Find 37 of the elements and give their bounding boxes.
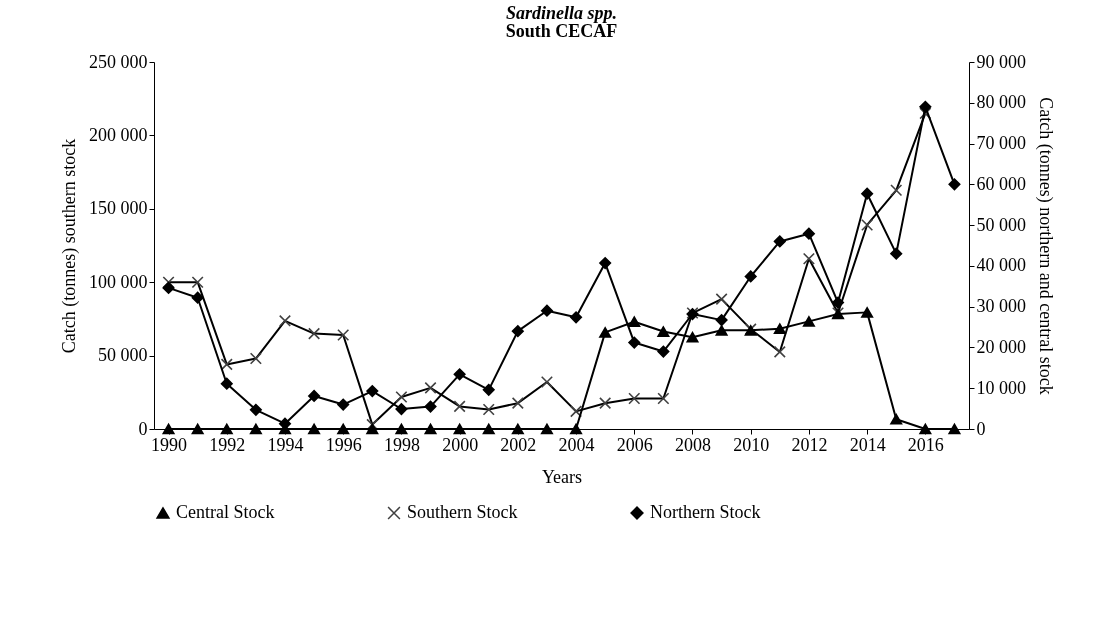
y2-tick-label: 10 000 [976, 377, 1026, 398]
y2-axis-title: Catch (tonnes) northern and central stock [1035, 97, 1056, 395]
chart-title: Sardinella spp. [505, 3, 618, 23]
x-tick-label: 2006 [616, 434, 653, 455]
legend-label: Northern Stock [650, 502, 761, 522]
x-tick-label: 1994 [267, 434, 304, 455]
y2-tick-label: 30 000 [976, 296, 1026, 317]
y2-tick-label: 0 [976, 418, 986, 439]
y-tick-label: 100 000 [89, 271, 148, 292]
x-tick-label: 1998 [383, 434, 420, 455]
x-tick-label: 2014 [849, 434, 886, 455]
y2-tick-label: 40 000 [976, 255, 1026, 276]
y2-tick-label: 50 000 [976, 214, 1026, 235]
y-tick-label: 150 000 [89, 198, 148, 219]
x-axis-title: Years [541, 466, 583, 487]
x-tick-label: 2000 [442, 434, 479, 455]
legend-label: Southern Stock [407, 502, 518, 522]
x-tick-label: 1996 [325, 434, 362, 455]
x-tick-label: 2010 [733, 434, 770, 455]
x-tick-label: 2012 [791, 434, 828, 455]
x-tick-label: 2002 [500, 434, 537, 455]
y2-tick-label: 70 000 [976, 133, 1026, 154]
y-tick-label: 50 000 [98, 345, 148, 366]
x-tick-label: 2016 [907, 434, 944, 455]
y2-tick-label: 90 000 [976, 51, 1026, 72]
legend-label: Central Stock [176, 502, 275, 522]
y-tick-label: 0 [138, 418, 148, 439]
y2-tick-label: 60 000 [976, 173, 1026, 194]
x-tick-label: 2008 [674, 434, 711, 455]
y2-tick-label: 20 000 [976, 336, 1026, 357]
x-tick-label: 1992 [209, 434, 246, 455]
x-tick-label: 2004 [558, 434, 595, 455]
y-tick-label: 250 000 [89, 51, 148, 72]
y2-tick-label: 80 000 [976, 92, 1026, 113]
x-tick-label: 1990 [151, 434, 188, 455]
y-axis-title: Catch (tonnes) southern stock [59, 138, 80, 354]
y-tick-label: 200 000 [89, 124, 148, 145]
